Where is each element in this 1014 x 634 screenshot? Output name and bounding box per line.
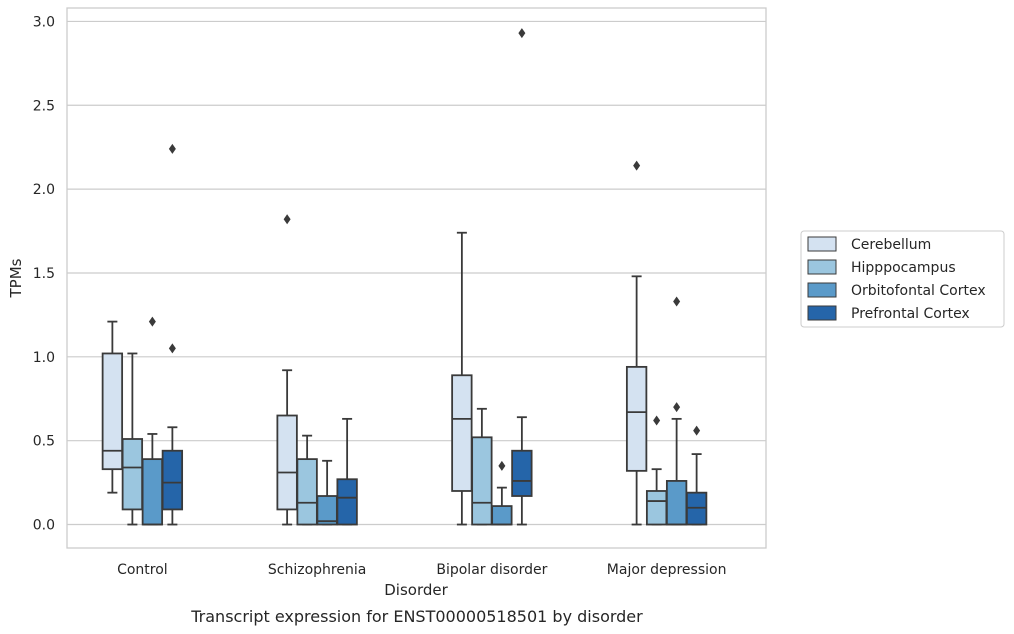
- outlier-point: [148, 316, 156, 327]
- box-orbitofontal-cortex: [141, 316, 164, 526]
- outlier-point: [673, 296, 681, 307]
- x-axis-label: Disorder: [384, 581, 448, 599]
- outlier-point: [518, 28, 526, 39]
- box-iqr: [665, 480, 688, 526]
- box-orbitofontal-cortex: [665, 296, 688, 526]
- y-tick-label: 2.0: [33, 182, 55, 198]
- plot-frame: [66, 7, 767, 549]
- box-hipppocampus: [645, 415, 668, 526]
- box-hipppocampus: [471, 407, 493, 526]
- outlier-point: [673, 402, 681, 413]
- box-prefrontal-cortex: [161, 143, 184, 526]
- box-iqr: [336, 478, 358, 526]
- y-tick-label: 3.0: [33, 14, 55, 30]
- box-cerebellum: [451, 231, 473, 526]
- y-axis-label: TPMs: [7, 258, 25, 298]
- box-hipppocampus: [296, 434, 318, 526]
- outlier-point: [693, 425, 701, 436]
- legend-label: Hipppocampus: [851, 260, 956, 276]
- box-prefrontal-cortex: [511, 28, 533, 526]
- box-iqr: [625, 365, 648, 472]
- legend-swatch: [807, 236, 837, 252]
- legend-label: Orbitofontal Cortex: [851, 283, 986, 299]
- y-tick-label: 0.5: [33, 434, 55, 450]
- box-iqr: [511, 449, 533, 497]
- legend-label: Cerebellum: [851, 237, 931, 253]
- outlier-point: [283, 214, 291, 225]
- box-iqr: [101, 352, 124, 471]
- y-tick-label: 0.0: [33, 518, 55, 534]
- box-cerebellum: [276, 214, 298, 526]
- legend-swatch: [807, 282, 837, 298]
- y-tick-label: 1.5: [33, 266, 55, 282]
- x-tick-label: Major depression: [607, 562, 727, 578]
- y-tick-label: 1.0: [33, 350, 55, 366]
- legend-swatch: [807, 305, 837, 321]
- box-iqr: [276, 414, 298, 511]
- box-prefrontal-cortex: [685, 425, 708, 526]
- box-iqr: [296, 458, 318, 526]
- outlier-point: [168, 343, 176, 354]
- legend: Cerebellum Hipppocampus Orbitofontal Corte…: [800, 230, 1005, 328]
- outlier-point: [653, 415, 661, 426]
- x-tick-labels: Control Schizophrenia Bipolar disorder Majo…: [117, 562, 726, 578]
- box-series: [101, 28, 708, 526]
- box-orbitofontal-cortex: [491, 460, 513, 526]
- box-prefrontal-cortex: [336, 417, 358, 526]
- box-iqr: [316, 495, 338, 526]
- box-iqr: [645, 490, 668, 526]
- box-iqr: [471, 436, 493, 526]
- box-cerebellum: [101, 320, 124, 494]
- outlier-point: [168, 143, 176, 154]
- y-gridlines: [67, 20, 766, 526]
- legend-frame: [800, 230, 1005, 328]
- outlier-point: [498, 460, 506, 471]
- x-tick-label: Bipolar disorder: [436, 562, 547, 578]
- box-iqr: [491, 505, 513, 526]
- outlier-point: [633, 160, 641, 171]
- y-tick-labels: 0.0 0.5 1.0 1.5 2.0 2.5 3.0: [33, 14, 55, 533]
- box-cerebellum: [625, 160, 648, 526]
- box-iqr: [451, 374, 473, 492]
- y-tick-label: 2.5: [33, 98, 55, 114]
- box-iqr: [121, 438, 144, 511]
- legend-label: Prefrontal Cortex: [851, 306, 970, 322]
- box-iqr: [161, 449, 184, 511]
- box-iqr: [141, 458, 164, 526]
- legend-swatch: [807, 259, 837, 275]
- chart-caption: Transcript expression for ENST0000051850…: [190, 607, 643, 626]
- x-tick-label: Schizophrenia: [268, 562, 366, 578]
- x-tick-label: Control: [117, 562, 168, 578]
